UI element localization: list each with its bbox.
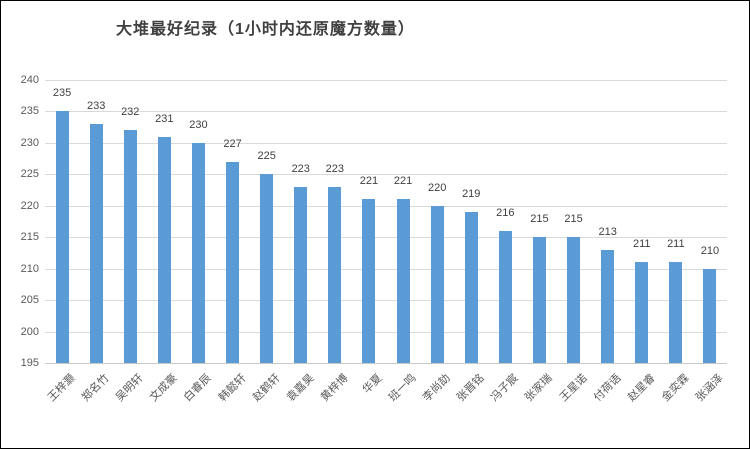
bar-冯子宸 bbox=[498, 230, 512, 363]
bar-value-label: 215 bbox=[564, 213, 583, 226]
bar-value-label: 223 bbox=[325, 162, 345, 175]
bar-韩懿轩 bbox=[226, 161, 240, 363]
y-axis-tick-label: 210 bbox=[20, 262, 39, 275]
y-axis-tick-label: 235 bbox=[20, 105, 39, 118]
bar-张家瑞 bbox=[532, 237, 546, 363]
bar-金奕霖 bbox=[669, 262, 683, 363]
y-axis-tick-label: 195 bbox=[20, 357, 39, 369]
bar-黄梓博 bbox=[328, 186, 342, 363]
bar-value-label: 230 bbox=[189, 118, 208, 131]
x-axis-category-label: 付荷语 bbox=[591, 372, 624, 404]
bar-王星诺 bbox=[567, 237, 581, 363]
gridline-y-220 bbox=[45, 205, 727, 207]
x-axis-category-label: 张家瑞 bbox=[523, 372, 556, 404]
y-axis-tick-label: 200 bbox=[20, 325, 39, 338]
bar-value-label: 233 bbox=[86, 100, 106, 113]
gridline-y-235 bbox=[45, 111, 727, 113]
x-axis-category-label: 赵星睿 bbox=[625, 372, 658, 404]
gridline-y-240 bbox=[45, 80, 727, 81]
bar-袁嘉昊 bbox=[294, 186, 308, 363]
x-axis-category-label: 张涵泽 bbox=[693, 372, 726, 404]
y-axis-tick-label: 230 bbox=[20, 136, 39, 149]
x-axis-category-label: 赵鹤轩 bbox=[250, 372, 283, 404]
gridline-y-195 bbox=[45, 363, 727, 364]
bar-value-label: 231 bbox=[155, 112, 174, 125]
gridline-y-230 bbox=[45, 142, 727, 144]
bar-value-label: 213 bbox=[598, 225, 617, 238]
bar-value-label: 215 bbox=[530, 213, 549, 226]
y-axis-tick-label: 205 bbox=[20, 294, 39, 307]
gridline-y-210 bbox=[45, 268, 727, 270]
x-axis-category-label: 张晋铭 bbox=[455, 372, 487, 404]
bar-王梓灏 bbox=[55, 111, 69, 363]
x-axis-category-label: 王梓灏 bbox=[45, 372, 78, 404]
gridline-y-225 bbox=[45, 174, 727, 176]
bar-吴明轩 bbox=[123, 130, 137, 363]
y-axis-tick-label: 240 bbox=[20, 74, 39, 86]
bar-value-label: 232 bbox=[121, 106, 140, 119]
bar-value-label: 223 bbox=[291, 162, 310, 175]
gridline-y-205 bbox=[45, 300, 727, 302]
bar-value-label: 211 bbox=[667, 238, 685, 251]
bar-value-label: 220 bbox=[427, 181, 447, 194]
x-axis-category-label: 冯子宸 bbox=[489, 372, 521, 404]
x-axis-category-label: 李尚劼 bbox=[420, 372, 453, 404]
x-axis-category-label: 黄梓博 bbox=[318, 372, 351, 404]
bar-value-label: 219 bbox=[462, 188, 481, 201]
x-axis-category-label: 郑名竹 bbox=[79, 372, 112, 404]
y-axis-tick-label: 220 bbox=[20, 199, 39, 212]
x-axis-category-label: 班一鸣 bbox=[386, 372, 419, 404]
bar-赵星睿 bbox=[635, 262, 649, 363]
y-axis-tick-label: 215 bbox=[20, 231, 39, 244]
y-axis-tick-label: 225 bbox=[20, 168, 39, 181]
chart-title: 大堆最好纪录（1小时内还原魔方数量） bbox=[116, 21, 415, 38]
bar-赵鹤轩 bbox=[260, 174, 274, 363]
bar-value-label: 210 bbox=[700, 244, 720, 257]
bar-李尚劼 bbox=[430, 205, 444, 363]
x-axis-category-label: 华夏 bbox=[360, 372, 385, 397]
x-axis-category-label: 文成豪 bbox=[148, 372, 180, 404]
bar-张涵泽 bbox=[703, 268, 717, 363]
x-axis-category-label: 白睿辰 bbox=[182, 372, 215, 404]
bar-张晋铭 bbox=[464, 212, 478, 363]
bar-value-label: 221 bbox=[359, 175, 379, 188]
bar-value-label: 211 bbox=[632, 238, 651, 251]
bar-班一鸣 bbox=[396, 199, 410, 363]
bar-value-label: 216 bbox=[496, 206, 515, 219]
bar-value-label: 227 bbox=[223, 137, 242, 150]
x-axis-category-label: 王星诺 bbox=[557, 372, 590, 404]
bar-value-label: 235 bbox=[52, 87, 72, 100]
x-axis-category-label: 袁嘉昊 bbox=[284, 372, 317, 404]
x-axis-category-label: 韩懿轩 bbox=[216, 372, 249, 404]
x-axis-category-label: 金奕霖 bbox=[659, 372, 692, 404]
gridline-y-215 bbox=[45, 237, 727, 239]
bar-白睿辰 bbox=[191, 142, 205, 363]
bar-value-label: 225 bbox=[257, 150, 276, 163]
bar-value-label: 221 bbox=[393, 175, 413, 188]
gridline-y-200 bbox=[45, 331, 727, 333]
x-axis-category-label: 吴明轩 bbox=[114, 372, 146, 404]
bar-郑名竹 bbox=[89, 124, 103, 363]
bar-文成豪 bbox=[157, 136, 171, 363]
bar-华夏 bbox=[362, 199, 376, 363]
bar-付荷语 bbox=[601, 249, 615, 363]
